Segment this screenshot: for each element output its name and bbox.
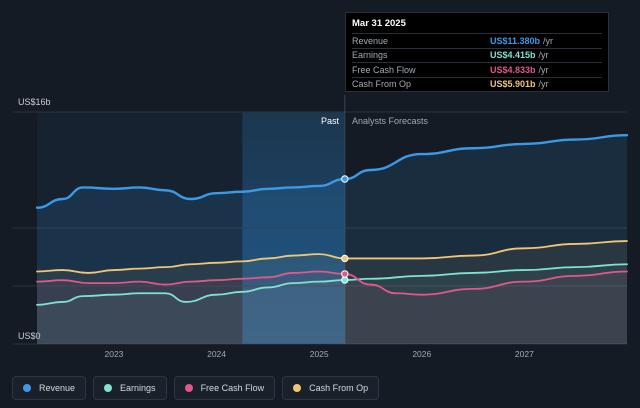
legend-dot-icon	[23, 384, 31, 392]
x-tick-label: 2026	[412, 349, 432, 359]
x-tick-label: 2024	[207, 349, 227, 359]
tooltip-name: Free Cash Flow	[352, 64, 416, 75]
legend-label: Revenue	[39, 383, 76, 393]
tooltip-value: US$4.833b	[490, 64, 536, 75]
legend-item-earnings[interactable]: Earnings	[93, 376, 167, 400]
tooltip-value: US$4.415b	[490, 50, 536, 61]
tooltip: Mar 31 2025 Revenue US$11.380b /yr Earni…	[345, 12, 609, 92]
marker-revenue	[341, 175, 349, 183]
tooltip-name: Cash From Op	[352, 79, 412, 90]
marker-cash-from-op	[341, 254, 349, 263]
legend-dot-icon	[293, 384, 302, 392]
area-earnings	[37, 264, 627, 344]
legend: Revenue Earnings Free Cash Flow Cash Fro…	[12, 376, 380, 400]
area-free-cash-flow	[37, 271, 627, 344]
past-label: Past	[321, 116, 340, 126]
legend-item-revenue[interactable]: Revenue	[12, 376, 87, 400]
tooltip-row-free-cash-flow: Free Cash Flow US$4.833b /yr	[352, 62, 602, 77]
tooltip-row-earnings: Earnings US$4.415b /yr	[352, 47, 602, 63]
area-cash-from-op	[37, 241, 627, 344]
tooltip-date: Mar 31 2025	[352, 18, 406, 29]
x-tick-label: 2027	[514, 349, 534, 359]
line-earnings	[36, 263, 628, 306]
tooltip-name: Revenue	[352, 35, 389, 46]
legend-label: Free Cash Flow	[200, 383, 265, 393]
tooltip-value: US$11.380b	[490, 35, 541, 46]
legend-dot-icon	[104, 384, 113, 392]
tooltip-row-revenue: Revenue US$11.380b /yr	[352, 33, 602, 48]
line-cash-from-op	[36, 240, 628, 274]
tooltip-unit: /yr	[538, 64, 549, 75]
tooltip-unit: /yr	[538, 50, 549, 61]
area-revenue	[37, 135, 627, 344]
x-tick-label: 2023	[104, 349, 124, 359]
forecast-label: Analysts Forecasts	[352, 116, 429, 126]
y-axis-top-label: US$16b	[18, 97, 51, 107]
line-revenue	[35, 134, 629, 209]
legend-dot-icon	[184, 384, 193, 392]
tooltip-unit: /yr	[538, 79, 549, 90]
marker-free-cash-flow	[341, 270, 349, 278]
legend-item-cash-from-op[interactable]: Cash From Op	[282, 376, 380, 400]
y-axis-bottom-label: US$0	[18, 331, 41, 341]
legend-label: Earnings	[120, 383, 156, 393]
legend-item-free-cash-flow[interactable]: Free Cash Flow	[173, 376, 276, 400]
line-free-cash-flow	[36, 270, 628, 296]
tooltip-name: Earnings	[352, 50, 388, 61]
tooltip-unit: /yr	[543, 35, 554, 46]
tooltip-row-cash-from-op: Cash From Op US$5.901b /yr	[352, 76, 602, 92]
legend-label: Cash From Op	[309, 383, 369, 393]
marker-earnings	[341, 276, 349, 284]
x-tick-label: 2025	[309, 349, 329, 359]
tooltip-value: US$5.901b	[490, 79, 536, 90]
